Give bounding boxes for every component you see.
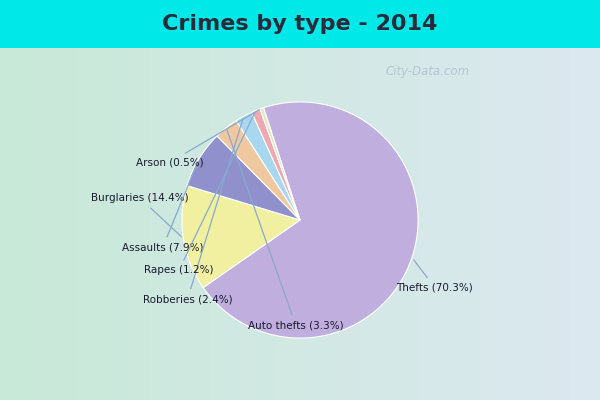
Wedge shape [260, 108, 300, 220]
Text: Crimes by type - 2014: Crimes by type - 2014 [163, 14, 437, 34]
Wedge shape [187, 136, 300, 220]
Wedge shape [203, 102, 418, 338]
Text: Burglaries (14.4%): Burglaries (14.4%) [91, 193, 189, 236]
Text: Auto thefts (3.3%): Auto thefts (3.3%) [227, 130, 343, 330]
Text: Arson (0.5%): Arson (0.5%) [136, 110, 259, 167]
Text: Robberies (2.4%): Robberies (2.4%) [143, 119, 243, 304]
Wedge shape [236, 112, 300, 220]
Wedge shape [182, 186, 300, 288]
Text: City-Data.com: City-Data.com [385, 65, 469, 78]
Wedge shape [217, 121, 300, 220]
Text: Thefts (70.3%): Thefts (70.3%) [397, 260, 473, 293]
Wedge shape [252, 109, 300, 220]
Text: Assaults (7.9%): Assaults (7.9%) [122, 162, 203, 252]
Text: Rapes (1.2%): Rapes (1.2%) [144, 113, 254, 275]
